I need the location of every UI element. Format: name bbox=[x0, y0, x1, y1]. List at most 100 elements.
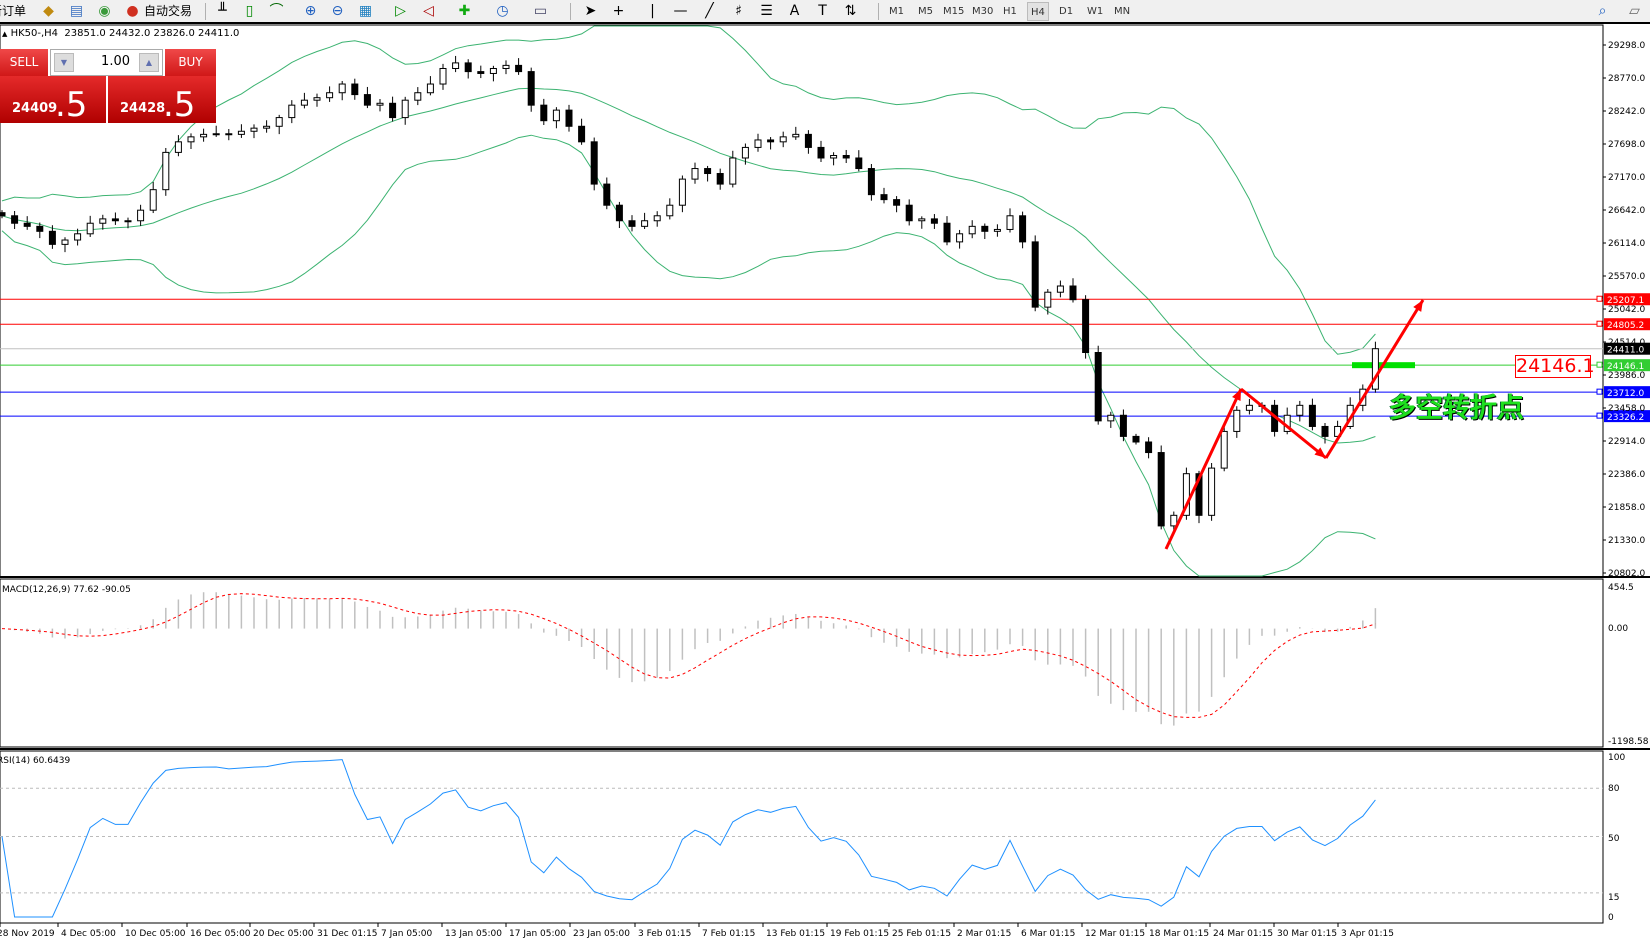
candle-bullish bbox=[426, 83, 434, 94]
candle-bullish bbox=[1056, 285, 1064, 293]
candle-bearish bbox=[628, 220, 636, 227]
candle-bullish bbox=[1296, 404, 1304, 416]
lot-value[interactable]: 1.00 bbox=[101, 54, 130, 69]
timeframe-h4[interactable]: H4 bbox=[1027, 2, 1049, 21]
signals-icon[interactable]: ◉ bbox=[98, 3, 111, 19]
ohlc-values: 23851.0 24432.0 23826.0 24411.0 bbox=[64, 28, 240, 39]
collapse-icon[interactable]: ▲ bbox=[2, 30, 8, 38]
candle-bullish bbox=[452, 62, 460, 69]
price-axis-label: 25570.0 bbox=[1608, 272, 1645, 282]
candle-bullish bbox=[830, 154, 838, 159]
bollinger-middle bbox=[1, 87, 1376, 444]
candle-bullish bbox=[666, 204, 674, 217]
fibonacci-icon[interactable]: ♯ bbox=[735, 3, 742, 19]
candle-bullish bbox=[779, 136, 787, 143]
price-tag: 24805.2 bbox=[1607, 321, 1644, 331]
timeframe-m1[interactable]: M1 bbox=[889, 6, 904, 17]
text-icon[interactable]: A bbox=[789, 3, 800, 19]
price-tag-bg bbox=[1604, 293, 1650, 306]
buy-price-button[interactable]: 24428 .5 bbox=[108, 76, 216, 125]
timeframe-h1[interactable]: H1 bbox=[1003, 6, 1017, 17]
timeframe-d1[interactable]: D1 bbox=[1059, 6, 1074, 17]
time-axis-label: 30 Mar 01:15 bbox=[1277, 929, 1337, 939]
trendline-icon[interactable]: ╱ bbox=[705, 3, 714, 19]
sell-price-button[interactable]: 24409 .5 bbox=[0, 76, 106, 125]
candle-bullish bbox=[918, 218, 926, 222]
macd-plot bbox=[1, 592, 1377, 726]
candle-bearish bbox=[880, 194, 888, 201]
price-tag: 24146.1 bbox=[1607, 362, 1644, 372]
rsi-axis-50: 50 bbox=[1608, 834, 1620, 844]
buy-button[interactable]: BUY bbox=[165, 49, 216, 76]
candle-bullish bbox=[250, 127, 258, 132]
timeframe-m30[interactable]: M30 bbox=[972, 6, 994, 17]
indicators-icon[interactable]: ✚ bbox=[458, 3, 471, 19]
bar-chart-icon[interactable]: ╨ bbox=[218, 3, 227, 19]
time-axis-label: 12 Mar 01:15 bbox=[1085, 929, 1145, 939]
autoscroll-icon[interactable]: ▷ bbox=[395, 3, 406, 19]
candlestick-icon[interactable]: ▯ bbox=[245, 3, 254, 19]
hline-handle bbox=[1596, 388, 1603, 395]
search-icon[interactable]: ⌕ bbox=[1598, 3, 1607, 19]
text-label-icon[interactable]: T bbox=[818, 3, 827, 19]
cursor-icon[interactable]: ➤ bbox=[584, 3, 597, 19]
timeframe-w1[interactable]: W1 bbox=[1087, 6, 1104, 17]
candle-bullish bbox=[237, 130, 245, 135]
candle-bullish bbox=[968, 225, 976, 235]
price-label-annotation[interactable]: 24146.1 bbox=[1515, 355, 1595, 378]
line-chart-icon[interactable]: ⌒ bbox=[269, 3, 284, 19]
fibo-fan-icon[interactable]: ☰ bbox=[760, 3, 773, 19]
price-tag: 23326.2 bbox=[1607, 413, 1644, 423]
candle-bullish bbox=[754, 139, 762, 148]
hline-handle bbox=[1596, 361, 1603, 368]
market-watch-icon[interactable]: ◆ bbox=[43, 3, 54, 19]
trend-arrows bbox=[1164, 299, 1425, 550]
auto-trading-button[interactable]: 自动交易 bbox=[144, 4, 193, 18]
arrows-icon[interactable]: ⇅ bbox=[844, 3, 857, 19]
price-tag: 24411.0 bbox=[1607, 346, 1644, 356]
macd-signal-line bbox=[1, 593, 1376, 718]
periods-icon[interactable]: ◷ bbox=[496, 3, 509, 19]
candle-bullish bbox=[792, 133, 800, 138]
hline-handle bbox=[1596, 320, 1603, 327]
horizontal-line-icon[interactable]: — bbox=[673, 3, 688, 19]
candle-bullish bbox=[1044, 291, 1052, 308]
chart-shift-icon[interactable]: ◁ bbox=[423, 3, 434, 19]
time-axis-label: 20 Dec 05:00 bbox=[253, 929, 314, 939]
candlesticks bbox=[0, 55, 1379, 533]
tile-windows-icon[interactable]: ▦ bbox=[358, 3, 373, 19]
zoom-in-icon[interactable]: ⊕ bbox=[304, 3, 317, 19]
rsi-axis-100: 100 bbox=[1608, 753, 1625, 763]
chat-icon[interactable]: ▱ bbox=[1629, 3, 1640, 19]
candle-bearish bbox=[111, 218, 119, 222]
price-axis-label: 22386.0 bbox=[1608, 470, 1645, 480]
candle-bearish bbox=[893, 199, 901, 206]
zoom-out-icon[interactable]: ⊖ bbox=[331, 3, 344, 19]
candle-bearish bbox=[1157, 452, 1165, 527]
time-axis-label: 17 Jan 05:00 bbox=[509, 929, 566, 939]
lot-decrease-button[interactable]: ▼ bbox=[54, 53, 74, 72]
lot-increase-button[interactable]: ▲ bbox=[139, 53, 159, 72]
candle-bearish bbox=[855, 157, 863, 170]
lot-size-input[interactable]: ▼ 1.00 ▲ bbox=[50, 49, 163, 76]
crosshair-icon[interactable]: + bbox=[612, 3, 625, 19]
time-axis-label: 2 Mar 01:15 bbox=[957, 929, 1011, 939]
pane-frames bbox=[0, 24, 1650, 924]
sell-button[interactable]: SELL bbox=[0, 49, 48, 76]
turning-point-text[interactable]: 多空转折点 bbox=[1389, 393, 1524, 424]
timeframe-m5[interactable]: M5 bbox=[918, 6, 933, 17]
trend-arrow bbox=[1240, 387, 1327, 460]
candle-bullish bbox=[502, 64, 510, 69]
price-axis-label: 27170.0 bbox=[1608, 173, 1645, 183]
time-axis-label: 16 Dec 05:00 bbox=[190, 929, 251, 939]
rsi-axis-80: 80 bbox=[1608, 784, 1620, 794]
navigator-icon[interactable]: ▤ bbox=[69, 3, 84, 19]
auto-trading-icon[interactable]: ● bbox=[126, 3, 139, 19]
candle-bullish bbox=[376, 102, 384, 106]
templates-icon[interactable]: ▭ bbox=[533, 3, 548, 19]
vertical-line-icon[interactable]: | bbox=[650, 3, 655, 19]
timeframe-m15[interactable]: M15 bbox=[943, 6, 965, 17]
new-order-button[interactable]: 新订单 bbox=[0, 4, 27, 18]
timeframe-mn[interactable]: MN bbox=[1114, 6, 1131, 17]
